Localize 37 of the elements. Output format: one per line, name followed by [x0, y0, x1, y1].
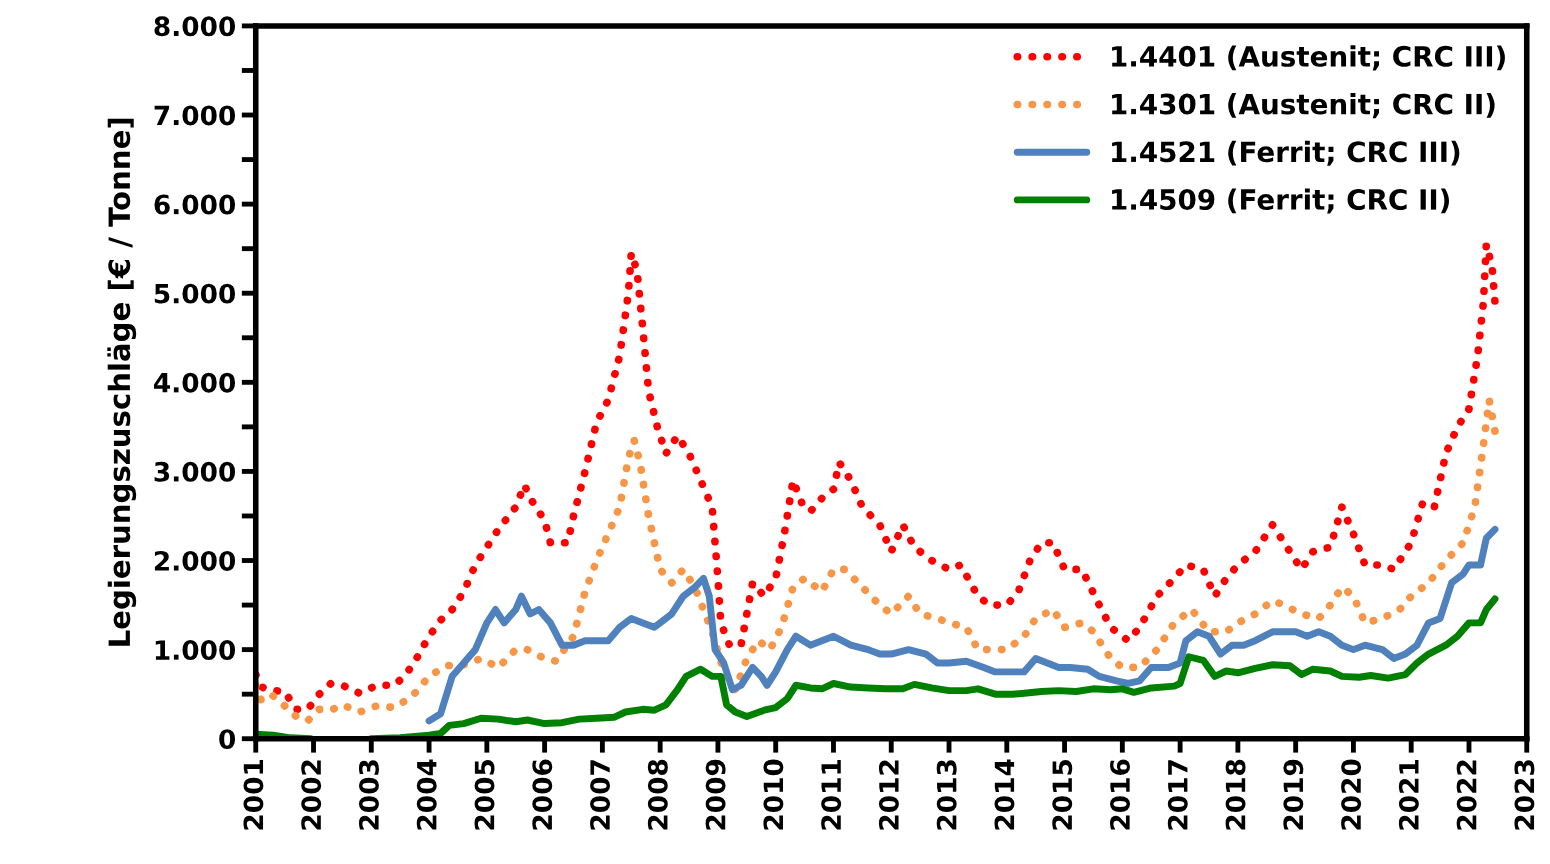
x-tick-label: 2014 [994, 759, 1015, 830]
x-tick-label: 2008 [647, 759, 668, 830]
x-tick-label: 2007 [590, 760, 611, 830]
legend-label: 1.4401 (Austenit; CRC III) [1112, 45, 1505, 71]
x-tick-label: 2004 [416, 759, 437, 830]
x-tick-label: 2016 [1110, 759, 1130, 830]
legend-label: 1.4509 (Ferrit; CRC II) [1112, 188, 1449, 214]
x-tick-label: 2017 [1167, 760, 1188, 830]
x-tick-label: 2003 [358, 760, 379, 830]
y-tick-label: 8.000 [154, 16, 236, 37]
x-tick-label: 2020 [1341, 759, 1362, 830]
x-tick-label: 2022 [1456, 760, 1477, 830]
y-tick-label: 7.000 [154, 105, 236, 126]
y-tick-label: 1.000 [155, 640, 236, 661]
y-tick-label: 6.000 [154, 194, 236, 215]
y-tick-label: 5.000 [154, 283, 236, 304]
x-tick-label: 2012 [878, 760, 899, 830]
y-tick-label: 0 [219, 729, 236, 750]
y-axis-title: Legierungszuschläge [€ / Tonne] [107, 118, 137, 646]
x-tick-label: 2013 [936, 760, 957, 830]
x-tick-label: 2010 [763, 759, 784, 830]
x-tick-label: 2011 [821, 759, 842, 830]
y-tick-label: 3.000 [154, 461, 236, 482]
legend-label: 1.4521 (Ferrit; CRC III) [1112, 140, 1460, 166]
x-tick-label: 2009 [705, 759, 726, 830]
x-tick-label: 2006 [532, 759, 553, 830]
x-tick-label: 2015 [1052, 760, 1073, 830]
x-tick-label: 2023 [1514, 760, 1535, 830]
x-tick-label: 2018 [1225, 759, 1246, 830]
x-tick-label: 2019 [1283, 759, 1304, 830]
y-tick-label: 2.000 [154, 550, 236, 571]
y-tick-label: 4.000 [154, 372, 236, 393]
x-tick-label: 2001 [243, 759, 264, 830]
x-tick-label: 2005 [474, 760, 495, 830]
x-tick-label: 2021 [1398, 759, 1419, 830]
legend-label: 1.4301 (Austenit; CRC II) [1112, 93, 1495, 119]
x-tick-label: 2002 [301, 760, 322, 830]
